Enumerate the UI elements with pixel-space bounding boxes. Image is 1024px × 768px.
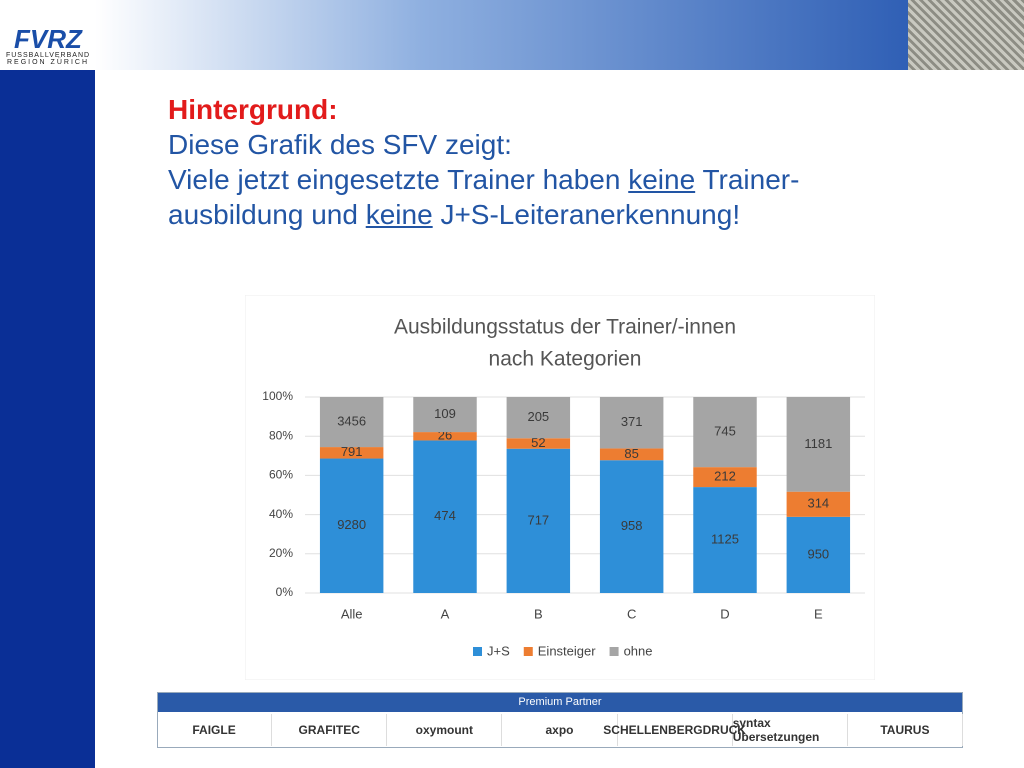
bar-segment [693, 487, 757, 593]
bar-segment [786, 516, 851, 593]
data-label: 314 [807, 496, 829, 511]
y-tick-label: 0% [276, 585, 294, 599]
bar-segment [693, 397, 757, 468]
intro: Hintergrund: Diese Grafik des SFV zeigt:… [168, 92, 988, 232]
partner-logo: TAURUS [848, 714, 963, 746]
logo-title: FVRZ [14, 24, 82, 54]
text: Viele jetzt eingesetzte Trainer haben [168, 164, 629, 195]
partner-logo: GRAFITEC [272, 714, 388, 746]
legend-swatch [609, 647, 619, 656]
data-label: 1125 [711, 531, 739, 546]
data-label: 745 [714, 424, 736, 439]
bar-segment [413, 440, 477, 593]
logo-text: FUSSBALLVERBAND [5, 52, 91, 59]
bar-segment [506, 438, 571, 449]
data-label: 717 [527, 512, 549, 527]
text-line: ausbildung und keine J+S-Leiteranerkennu… [168, 197, 988, 232]
data-label: 205 [527, 409, 549, 424]
bar-segment [319, 458, 384, 593]
data-label: 3456 [337, 413, 366, 428]
bar-segment [319, 397, 384, 448]
bar-segment [413, 397, 477, 433]
bar-segment [786, 397, 851, 492]
bar-segment [319, 447, 384, 459]
text: ausbildung und [168, 199, 366, 230]
y-tick-label: 100% [262, 389, 293, 403]
y-tick-label: 20% [269, 546, 293, 560]
side-band [0, 70, 95, 768]
data-label: 85 [624, 446, 638, 461]
logo: FVRZ FUSSBALLVERBAND REGION ZÜRICH [4, 26, 92, 66]
partner-logo: SCHELLENBERGDRUCK [603, 714, 746, 746]
x-tick-label: C [627, 606, 636, 621]
x-tick-label: E [814, 606, 823, 621]
chart-title: nach Kategorien [489, 348, 642, 371]
chart-title: Ausbildungsstatus der Trainer/-innen [394, 316, 736, 339]
bar-segment [599, 397, 664, 449]
partner-logo: syntax Übersetzungen [733, 714, 848, 746]
x-tick-label: Alle [341, 606, 363, 621]
partner-logo: FAIGLE [157, 714, 273, 746]
y-tick-label: 40% [269, 507, 293, 521]
text-line: Viele jetzt eingesetzte Trainer haben ke… [168, 162, 988, 197]
data-label: 52 [531, 435, 545, 450]
x-tick-label: B [534, 606, 543, 621]
heading: Hintergrund: [168, 94, 338, 125]
legend-swatch [523, 647, 533, 656]
data-label: 9280 [337, 517, 366, 532]
data-label: 950 [807, 546, 829, 561]
text: Trainer- [695, 164, 800, 195]
header-band [95, 0, 910, 70]
legend-label: Einsteiger [538, 643, 596, 658]
emphasis: keine [628, 164, 696, 195]
legend-label: J+S [487, 643, 510, 658]
y-tick-label: 60% [269, 468, 293, 482]
partner-title: Premium Partner [158, 693, 962, 712]
chart: Ausbildungsstatus der Trainer/-innen nach… [245, 295, 875, 680]
legend-label: ohne [624, 643, 653, 658]
bar-segment [599, 460, 664, 593]
bar-segment [599, 448, 664, 461]
data-label: 1181 [804, 436, 832, 451]
bar-segment [506, 397, 571, 439]
bar-segment [413, 432, 477, 441]
logo-text: REGION ZÜRICH [7, 59, 89, 66]
data-label: 474 [434, 508, 456, 523]
data-label: 109 [434, 406, 456, 421]
legend-swatch [473, 647, 482, 656]
bar-segment [693, 467, 757, 488]
header-image [908, 0, 1024, 70]
x-tick-label: D [720, 606, 729, 621]
data-label: 371 [621, 414, 643, 429]
partner-logo: axpo [502, 714, 618, 746]
x-tick-label: A [441, 606, 450, 621]
data-label: 212 [714, 469, 736, 484]
text: J+S-Leiteranerkennung! [432, 199, 741, 230]
bar-segment [506, 448, 571, 593]
bar-segment [786, 491, 851, 517]
partner-strip: Premium Partner [157, 692, 963, 748]
partner-logo: oxymount [387, 714, 503, 746]
y-tick-label: 80% [269, 428, 293, 442]
emphasis: keine [365, 199, 433, 230]
data-label: 958 [621, 518, 643, 533]
text-line: Diese Grafik des SFV zeigt: [168, 129, 512, 160]
data-label: 791 [341, 444, 363, 459]
